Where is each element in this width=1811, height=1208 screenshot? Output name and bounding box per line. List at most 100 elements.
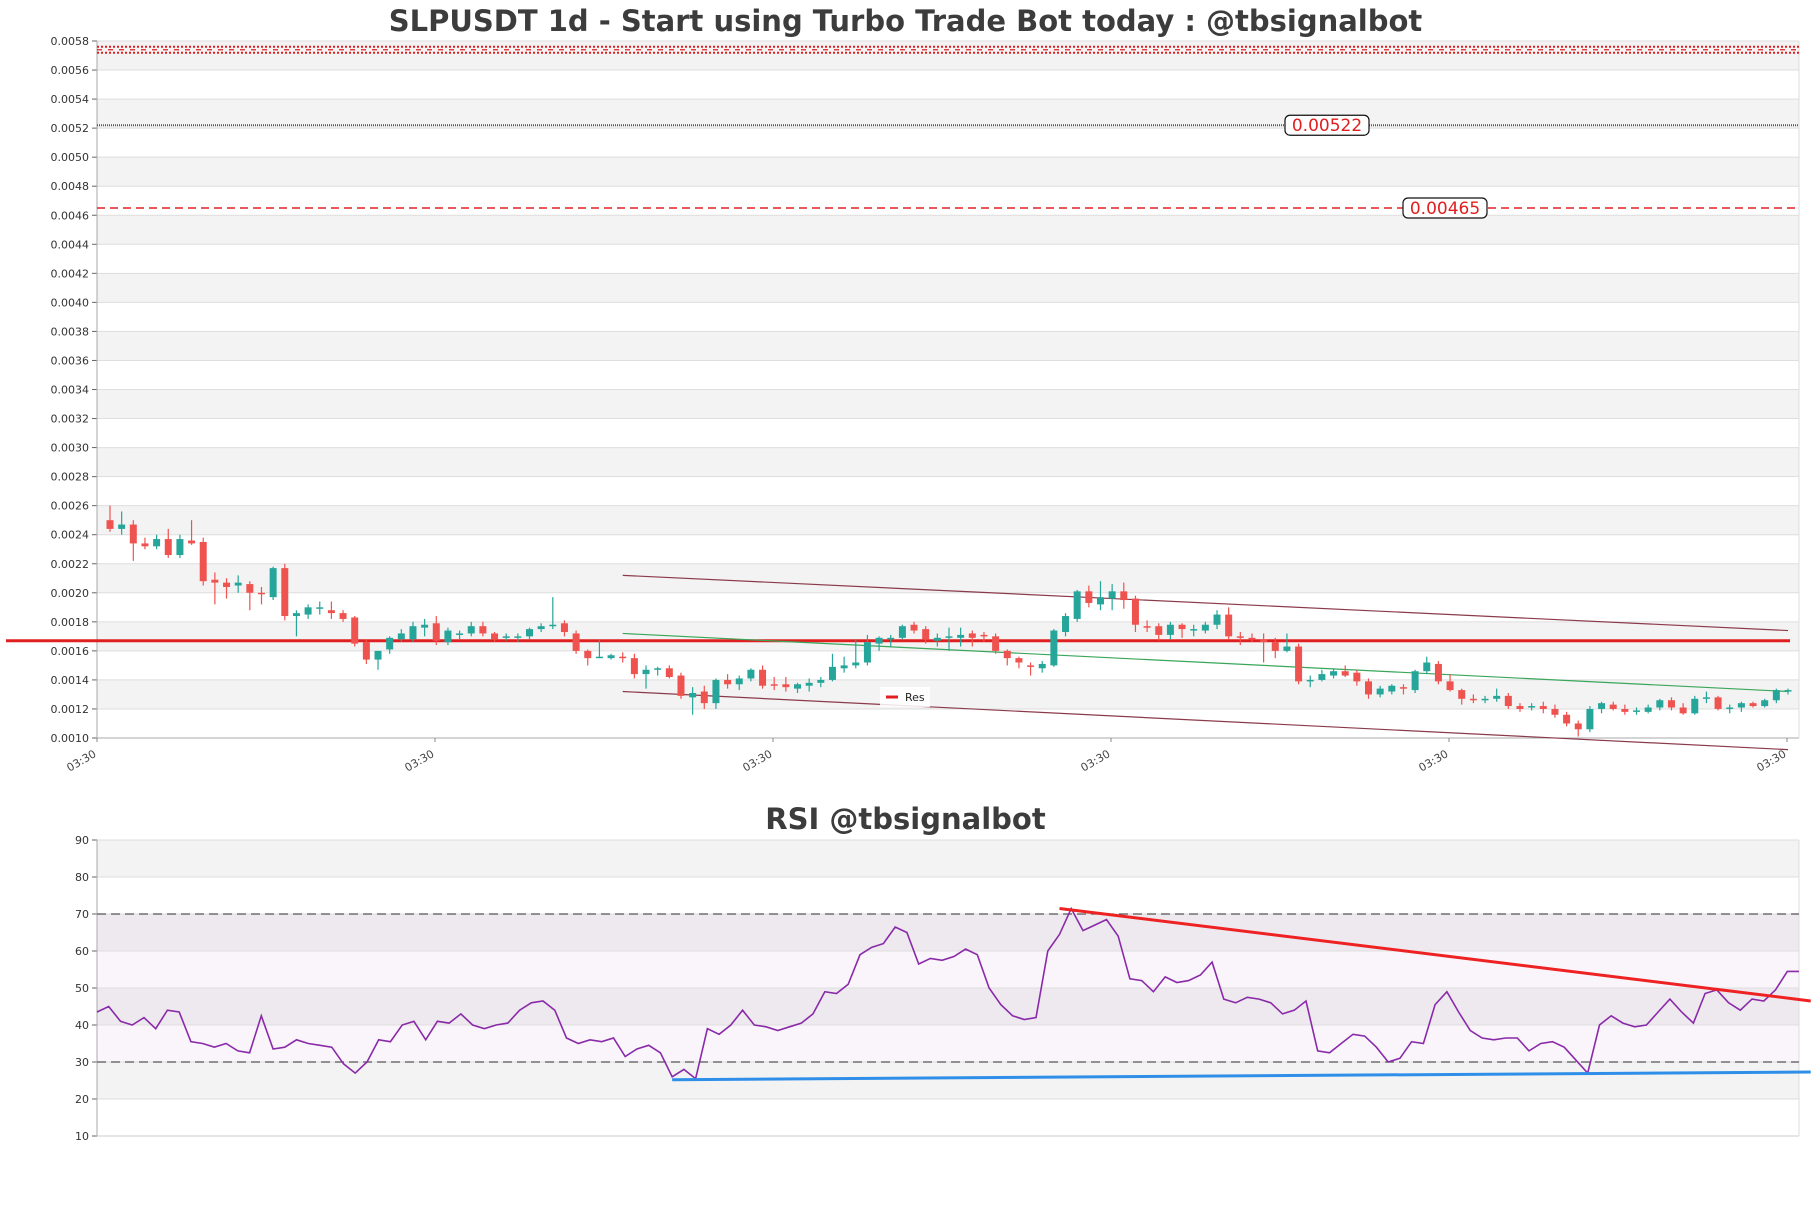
price-band xyxy=(97,273,1799,303)
candle-body xyxy=(502,636,510,638)
candle xyxy=(1085,585,1093,608)
price-grid-lines xyxy=(97,40,1799,739)
candle xyxy=(1003,649,1011,666)
price-band xyxy=(97,41,1799,71)
candle xyxy=(1749,701,1757,708)
candle xyxy=(1667,697,1675,711)
candle-body xyxy=(1574,723,1582,730)
rsi-y-tick-label: 20 xyxy=(75,1093,89,1106)
candle xyxy=(828,653,836,682)
candle xyxy=(584,649,592,666)
candle-body xyxy=(642,669,650,675)
candle-body xyxy=(456,633,464,635)
candle xyxy=(1644,704,1652,714)
candle-body xyxy=(339,613,347,619)
candle-body xyxy=(1446,681,1454,691)
candle-body xyxy=(199,541,207,582)
candle-body xyxy=(1423,662,1431,672)
candle-body xyxy=(677,675,685,696)
candle-body xyxy=(1353,672,1361,682)
candle-body xyxy=(234,582,242,586)
candle xyxy=(1656,698,1664,711)
candle-body xyxy=(374,650,382,660)
price-y-tick-label: 0.0038 xyxy=(51,325,90,338)
candle xyxy=(257,586,265,605)
candle-body xyxy=(1761,700,1769,707)
candle-body xyxy=(992,636,1000,651)
candle-body xyxy=(898,626,906,638)
candle xyxy=(292,610,300,637)
candle xyxy=(1166,621,1174,640)
candle-body xyxy=(794,684,802,689)
candle xyxy=(421,618,429,637)
candle-body xyxy=(1027,665,1035,667)
price-grid-bands xyxy=(97,41,1799,709)
candle xyxy=(898,624,906,640)
candle xyxy=(1458,688,1466,705)
candle-body xyxy=(805,682,813,686)
candle-body xyxy=(1155,626,1163,635)
candle xyxy=(1330,668,1338,679)
candle xyxy=(339,610,347,622)
candle-body xyxy=(1656,700,1664,708)
candle-body xyxy=(1201,624,1209,631)
rsi-overbought-oversold-zone xyxy=(97,914,1799,1062)
candle xyxy=(1365,678,1372,699)
candle-body xyxy=(549,624,557,627)
candle xyxy=(304,604,312,619)
price-y-tick-label: 0.0028 xyxy=(51,471,90,484)
candle-body xyxy=(1702,697,1710,699)
candle-body xyxy=(269,568,277,598)
candle xyxy=(735,675,743,691)
candle-body xyxy=(1376,688,1384,695)
candle-body xyxy=(1073,591,1081,619)
candle xyxy=(1493,688,1501,702)
candle xyxy=(1190,624,1198,637)
candle xyxy=(1469,694,1477,704)
rsi-grid-lines xyxy=(97,839,1799,1137)
candle xyxy=(327,601,335,619)
candle xyxy=(234,575,242,593)
candle xyxy=(1341,665,1349,678)
price-y-tick-label: 0.0012 xyxy=(51,703,90,716)
candle xyxy=(794,682,802,693)
price-band xyxy=(97,447,1799,477)
candle xyxy=(607,653,615,660)
candle-body xyxy=(1749,703,1757,707)
candle xyxy=(910,621,918,634)
candle-body xyxy=(292,613,300,617)
candle xyxy=(1108,584,1116,611)
candle xyxy=(432,616,440,646)
candle xyxy=(386,636,394,654)
candle xyxy=(980,631,988,643)
price-y-tick-label: 0.0046 xyxy=(51,209,90,222)
candle-body xyxy=(537,626,545,630)
candle-body xyxy=(910,624,918,631)
candle-body xyxy=(875,637,883,644)
candle-body xyxy=(689,692,697,698)
rsi-band xyxy=(97,914,1799,951)
price-x-tick-label: 03:30 xyxy=(1755,747,1789,774)
rsi-levels xyxy=(97,913,1799,1063)
price-y-tick-label: 0.0042 xyxy=(51,267,90,280)
candle-body xyxy=(1737,703,1745,708)
candle xyxy=(316,601,324,615)
rsi-y-tick-label: 60 xyxy=(75,945,89,958)
candle xyxy=(1213,610,1221,630)
candle-body xyxy=(560,623,568,632)
rsi-chart-title: RSI @tbsignalbot xyxy=(765,802,1046,836)
candle-body xyxy=(421,624,429,628)
candle-body xyxy=(1458,690,1466,699)
candle-body xyxy=(304,607,312,615)
candle xyxy=(945,627,953,651)
candle xyxy=(1714,695,1722,711)
candle xyxy=(1399,684,1407,695)
rsi-line xyxy=(96,906,1799,1081)
candle xyxy=(852,639,860,669)
candle xyxy=(1248,633,1256,643)
candle xyxy=(1027,662,1035,676)
price-y-tick-label: 0.0026 xyxy=(51,500,90,513)
candle-body xyxy=(1236,636,1244,638)
